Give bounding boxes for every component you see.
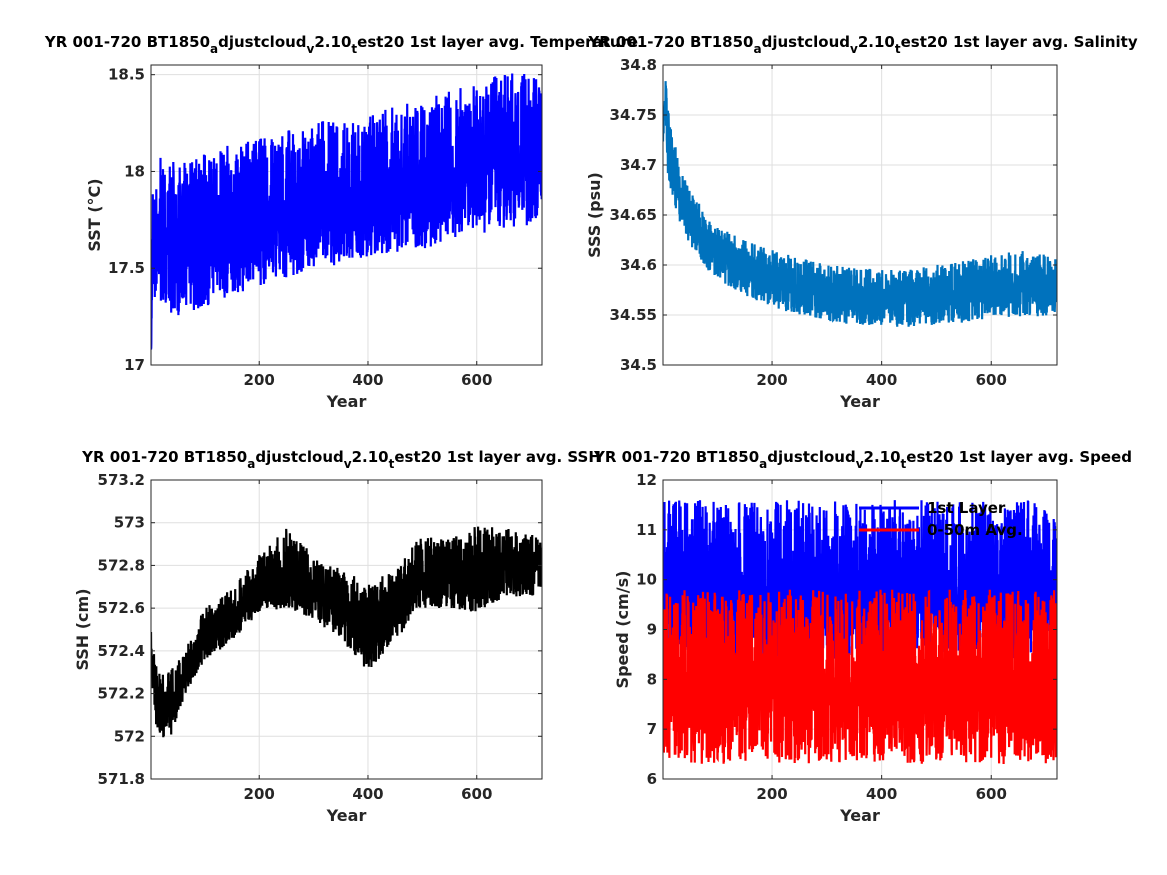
subplot-3: 200 400 600 571.8 572 572.2 572.4 572.6 572.8 573… bbox=[73, 448, 601, 825]
x-tick-label: 400 bbox=[866, 371, 897, 389]
chart-title: YR 001-720 BT1850adjustcloudv2.10test20 … bbox=[587, 33, 1138, 56]
y-tick-label: 18 bbox=[124, 162, 145, 180]
y-tick-label: 11 bbox=[636, 521, 657, 539]
y-tick-label: 573.2 bbox=[98, 471, 145, 489]
subplot-2: 200 400 600 34.5 34.55 34.6 34.65 34.7 34.75 34.8… bbox=[585, 33, 1138, 411]
x-axis-label: Year bbox=[326, 392, 367, 411]
y-tick-label: 572.6 bbox=[98, 599, 145, 617]
x-tick-label: 200 bbox=[756, 785, 787, 803]
axes-box bbox=[150, 64, 543, 366]
y-axis-label: SST (°C) bbox=[85, 178, 104, 251]
chart-title: YR 001-720 BT1850adjustcloudv2.10test20 … bbox=[44, 33, 638, 56]
y-tick-label: 17.5 bbox=[108, 259, 145, 277]
y-axis-label: SSS (psu) bbox=[585, 172, 604, 258]
legend-entry-2: 0-50m Avg. bbox=[927, 521, 1023, 539]
x-tick-label: 200 bbox=[756, 371, 787, 389]
x-tick-label: 400 bbox=[352, 785, 383, 803]
x-axis-label: Year bbox=[839, 392, 880, 411]
y-tick-label: 572.8 bbox=[98, 556, 145, 574]
chart-title: YR 001-720 BT1850adjustcloudv2.10test20 … bbox=[593, 448, 1132, 471]
y-tick-label: 8 bbox=[647, 670, 657, 688]
y-tick-label: 9 bbox=[647, 621, 657, 639]
x-tick-label: 600 bbox=[461, 371, 492, 389]
y-tick-label: 7 bbox=[647, 720, 657, 738]
series-line-2 bbox=[663, 589, 1057, 765]
x-tick-label: 400 bbox=[352, 371, 383, 389]
legend-entry-1: 1st Layer bbox=[927, 499, 1006, 517]
y-tick-label: 6 bbox=[647, 770, 657, 788]
y-tick-label: 34.5 bbox=[620, 356, 657, 374]
y-tick-label: 571.8 bbox=[98, 770, 145, 788]
x-tick-label: 600 bbox=[461, 785, 492, 803]
y-tick-label: 10 bbox=[636, 571, 657, 589]
y-tick-label: 12 bbox=[636, 471, 657, 489]
y-tick-label: 572 bbox=[114, 727, 145, 745]
x-tick-label: 200 bbox=[244, 785, 275, 803]
subplot-1: 200 400 600 17 17.5 18 18.5 Year SST (°C) YR 001-… bbox=[44, 33, 638, 411]
y-tick-label: 34.7 bbox=[620, 156, 657, 174]
y-tick-label: 34.55 bbox=[610, 306, 657, 324]
axes-box bbox=[150, 479, 543, 780]
y-tick-label: 34.6 bbox=[620, 256, 657, 274]
y-tick-label: 18.5 bbox=[108, 66, 145, 84]
y-tick-label: 572.4 bbox=[98, 642, 145, 660]
y-tick-label: 34.75 bbox=[610, 106, 657, 124]
chart-title: YR 001-720 BT1850adjustcloudv2.10test20 … bbox=[81, 448, 601, 471]
x-tick-label: 600 bbox=[976, 371, 1007, 389]
series-line-1 bbox=[663, 81, 1057, 327]
legend: 1st Layer 0-50m Avg. bbox=[859, 499, 1023, 539]
x-axis-label: Year bbox=[326, 806, 367, 825]
y-tick-label: 34.65 bbox=[610, 206, 657, 224]
series-line-1 bbox=[151, 526, 542, 738]
subplot-4: 200 400 600 6 7 8 9 10 11 12 Year Speed (cm/s) YR 00… bbox=[593, 448, 1132, 825]
y-axis-label: Speed (cm/s) bbox=[613, 571, 632, 689]
x-tick-label: 400 bbox=[866, 785, 897, 803]
y-tick-label: 573 bbox=[114, 514, 145, 532]
series-line-1 bbox=[151, 73, 542, 350]
x-tick-label: 200 bbox=[244, 371, 275, 389]
x-tick-label: 600 bbox=[976, 785, 1007, 803]
y-tick-label: 34.8 bbox=[620, 56, 657, 74]
y-axis-label: SSH (cm) bbox=[73, 588, 92, 670]
y-tick-label: 17 bbox=[124, 356, 145, 374]
y-tick-label: 572.2 bbox=[98, 685, 145, 703]
x-axis-label: Year bbox=[839, 806, 880, 825]
